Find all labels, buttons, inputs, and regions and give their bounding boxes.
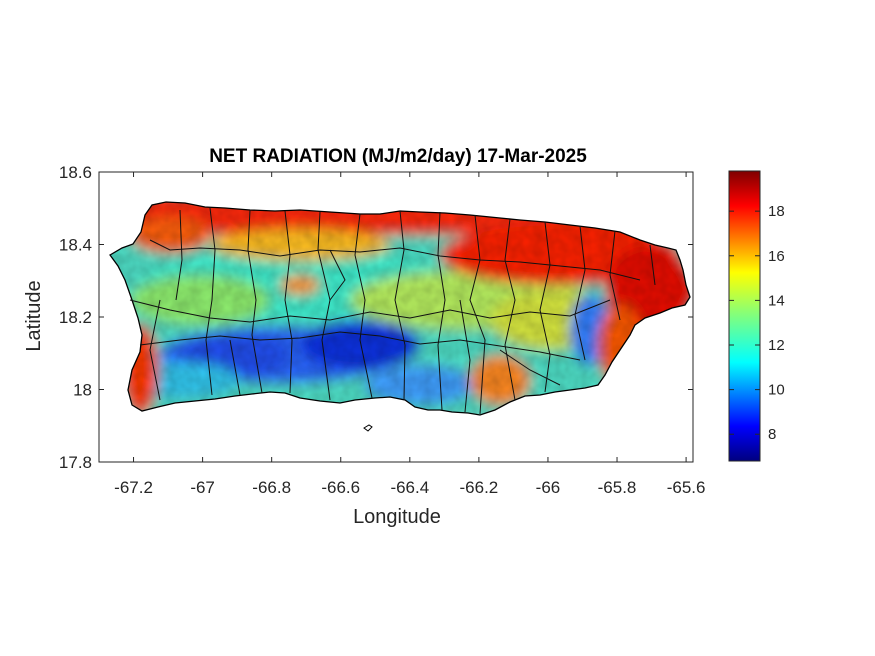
x-tick-label: -66 (536, 478, 561, 497)
y-tick-label: 18.6 (59, 163, 92, 182)
x-tick-label: -66.2 (460, 478, 499, 497)
x-tick-label: -65.6 (667, 478, 706, 497)
colorbar-tick-label: 18 (768, 203, 785, 220)
x-axis-label: Longitude (353, 506, 441, 528)
municipality-boundary (437, 211, 446, 411)
y-tick-label: 18.2 (59, 308, 92, 327)
y-axis-ticks: 18.6 18.4 18.2 18 17.8 (59, 163, 693, 472)
y-tick-label: 17.8 (59, 453, 92, 472)
colorbar-tick-label: 8 (768, 426, 776, 443)
colorbar-gradient (728, 170, 761, 462)
x-tick-label: -67 (190, 478, 215, 497)
municipality-boundary (139, 331, 581, 361)
colorbar-tick-label: 10 (768, 382, 785, 399)
municipality-boundary (469, 214, 486, 415)
municipality-boundaries (129, 207, 656, 415)
municipality-boundary (609, 230, 621, 321)
offshore-islet (363, 424, 373, 432)
municipality-boundary (149, 239, 641, 281)
municipality-boundary (539, 221, 551, 393)
colorbar-tick-label: 16 (768, 248, 785, 265)
y-axis-label: Latitude (23, 280, 45, 351)
island-outline (109, 201, 691, 416)
x-tick-label: -67.2 (114, 478, 153, 497)
municipality-boundary (574, 225, 586, 361)
municipality-boundary (247, 209, 263, 394)
colorbar: 18 16 14 12 10 8 (728, 170, 785, 462)
map-axes (98, 171, 694, 463)
x-axis-ticks: -67.2 -67 -66.8 -66.6 -66.4 -66.2 -66 -65.8 -65.… (114, 172, 705, 497)
colorbar-tick-label: 12 (768, 337, 785, 354)
municipality-boundary (459, 299, 471, 413)
municipality-boundary (229, 339, 241, 396)
x-tick-label: -66.8 (252, 478, 291, 497)
chart-title: NET RADIATION (MJ/m2/day) 17-Mar-2025 (209, 146, 587, 167)
radiation-field (110, 202, 690, 415)
municipality-boundary (649, 244, 656, 286)
municipality-boundary (329, 249, 346, 301)
municipality-boundary (205, 207, 216, 396)
municipality-boundary (354, 213, 373, 399)
y-tick-label: 18 (73, 381, 92, 400)
colorbar-tick-label: 14 (768, 292, 785, 309)
colorbar-ticks: 18 16 14 12 10 8 (729, 203, 785, 443)
municipality-boundary (129, 299, 611, 323)
municipality-boundary (284, 210, 293, 394)
municipality-boundary (504, 218, 516, 401)
municipality-boundary (175, 209, 183, 301)
municipality-boundary (149, 299, 161, 401)
municipality-boundary (394, 210, 406, 401)
x-tick-label: -65.8 (598, 478, 637, 497)
municipality-boundary (499, 349, 561, 386)
x-tick-label: -66.6 (321, 478, 360, 497)
x-tick-label: -66.4 (390, 478, 429, 497)
y-tick-label: 18.4 (59, 236, 92, 255)
